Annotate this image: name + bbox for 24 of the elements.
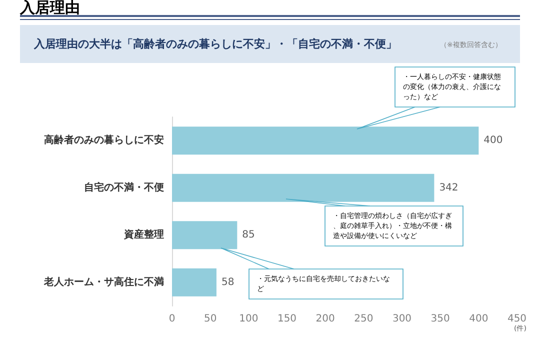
data-label: 58 <box>221 276 234 288</box>
x-tick-label: 350 <box>430 314 450 324</box>
bar <box>172 174 434 202</box>
chart-subtitle: 入居理由の大半は「高齢者のみの暮らしに不安」・「自宅の不満・不便」 <box>33 38 397 50</box>
x-tick-label: 250 <box>354 314 374 324</box>
text: 入居理由 <box>19 0 80 16</box>
y-tick-label: 資産整理 <box>123 228 164 241</box>
x-tick-label: 0 <box>168 314 176 324</box>
x-tick-label: 100 <box>239 314 258 324</box>
bar <box>172 221 238 250</box>
data-label: 400 <box>484 135 503 146</box>
x-tick-label: 200 <box>316 314 335 324</box>
x-tick-label: 150 <box>277 314 297 324</box>
bar <box>172 268 216 296</box>
y-tick-label: 高齢者のみの暮らしに不安 <box>44 134 164 146</box>
x-tick-label: 300 <box>392 314 412 324</box>
x-tick-label: 400 <box>469 314 488 324</box>
bar <box>172 126 479 155</box>
x-tick-label: 50 <box>204 314 217 324</box>
x-tick-label: 450 <box>507 314 527 324</box>
y-tick-label: 自宅の不満・不便 <box>84 181 164 194</box>
data-label: 85 <box>242 230 255 241</box>
y-tick-label: 老人ホーム・サ高住に不満 <box>43 276 164 288</box>
data-label: 342 <box>439 182 458 194</box>
